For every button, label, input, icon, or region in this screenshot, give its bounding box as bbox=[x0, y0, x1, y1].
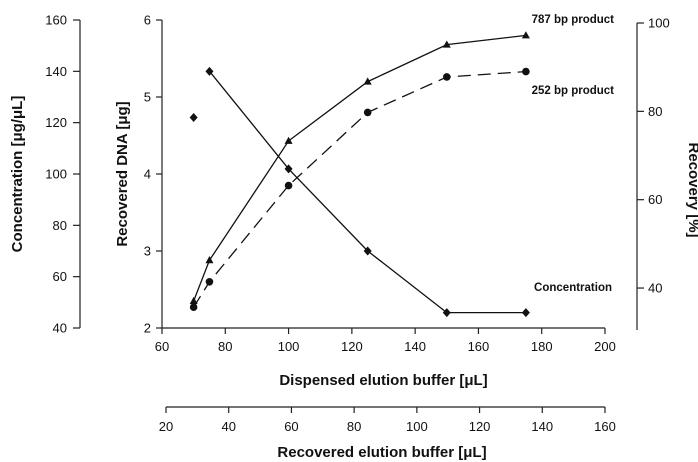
series-787-bp-product-point bbox=[284, 136, 293, 144]
series-252-bp-product-point bbox=[189, 303, 198, 312]
series-label-787bp: 787 bp product bbox=[532, 14, 615, 26]
series-787-bp-product-point bbox=[363, 77, 372, 85]
y-axis-dna-tick-label: 3 bbox=[144, 244, 151, 259]
series-concentration-line bbox=[208, 70, 526, 314]
series-787-bp-product-point bbox=[189, 296, 198, 305]
x-axis-recovered-tick-label: 60 bbox=[284, 419, 298, 434]
x-axis-dispensed-tick-label: 200 bbox=[594, 339, 616, 354]
y-axis-concentration-tick-label: 120 bbox=[45, 115, 67, 130]
x-axis-recovered-tick-label: 100 bbox=[406, 419, 428, 434]
series-787-bp-product-point bbox=[442, 40, 451, 48]
y-axis-concentration-tick-label: 40 bbox=[53, 321, 67, 336]
series-concentration-point bbox=[363, 246, 372, 256]
y-axis-recovery-tick-label: 40 bbox=[648, 281, 662, 296]
x-axis-dispensed-title: Dispensed elution buffer [μL] bbox=[279, 372, 487, 389]
y-axis-dna-tick-label: 2 bbox=[144, 321, 151, 336]
y-axis-concentration-tick-label: 160 bbox=[45, 13, 67, 28]
series-layer bbox=[189, 31, 530, 318]
series-concentration-point bbox=[284, 164, 293, 174]
y-axis-concentration-tick-label: 80 bbox=[53, 218, 67, 233]
series-252-bp-product-point bbox=[363, 108, 372, 117]
x-axis-dispensed-tick-label: 140 bbox=[404, 339, 426, 354]
x-axis-recovered-tick-label: 140 bbox=[531, 419, 553, 434]
y-axis-concentration-title: Concentration [μg/μL] bbox=[9, 96, 26, 253]
y-axis-dna-tick-label: 4 bbox=[144, 167, 151, 182]
y-axis-recovery-tick-label: 100 bbox=[648, 16, 670, 31]
series-252-bp-product-point bbox=[284, 181, 293, 190]
series-concentration-point bbox=[205, 66, 214, 76]
series-252-bp-product-point bbox=[442, 73, 451, 81]
y-axis-dna-tick-label: 5 bbox=[144, 90, 151, 105]
series-252-bp-product-point bbox=[522, 67, 530, 76]
series-787-bp-product-line bbox=[192, 34, 526, 302]
y-axis-dna-tick-label: 6 bbox=[144, 13, 151, 28]
series-concentration-point bbox=[442, 308, 451, 318]
y-axis-dna-title: Recovered DNA [μg] bbox=[114, 101, 131, 246]
series-252-bp-product-point bbox=[205, 278, 214, 286]
series-787-bp-product-point bbox=[521, 31, 530, 39]
y-axis-concentration-tick-label: 100 bbox=[45, 167, 67, 182]
labels-layer: 787 bp product 252 bp product Concentratio… bbox=[532, 14, 615, 294]
series-label-252bp: 252 bp product bbox=[532, 85, 615, 97]
series-252-bp-product-line bbox=[193, 70, 526, 308]
y-axis-concentration-tick-label: 140 bbox=[45, 64, 67, 79]
x-axis-dispensed-tick-label: 180 bbox=[531, 339, 553, 354]
x-axis-recovered-title: Recovered elution buffer [μL] bbox=[277, 444, 486, 461]
y-axis-recovery-title: Recovery [%] bbox=[685, 142, 698, 237]
series-concentration-point bbox=[189, 113, 198, 123]
series-label-concentration: Concentration bbox=[534, 282, 612, 294]
x-axis-dispensed-tick-label: 100 bbox=[278, 339, 300, 354]
x-axis-dispensed-tick-label: 160 bbox=[468, 339, 490, 354]
y-axis-recovery-tick-label: 60 bbox=[648, 192, 662, 207]
x-axis-dispensed-tick-label: 80 bbox=[218, 339, 232, 354]
x-axis-recovered-tick-label: 20 bbox=[159, 419, 173, 434]
x-axis-recovered-tick-label: 40 bbox=[221, 419, 235, 434]
series-concentration-point bbox=[521, 308, 530, 318]
y-axis-concentration-tick-label: 60 bbox=[53, 269, 67, 284]
x-axis-dispensed-tick-label: 120 bbox=[341, 339, 363, 354]
x-axis-recovered-tick-label: 120 bbox=[469, 419, 491, 434]
y-axis-recovery-tick-label: 80 bbox=[648, 104, 662, 119]
series-787-bp-product-point bbox=[205, 256, 214, 264]
x-axis-recovered-tick-label: 160 bbox=[594, 419, 616, 434]
x-axis-dispensed-tick-label: 60 bbox=[155, 339, 169, 354]
x-axis-recovered-tick-label: 80 bbox=[347, 419, 361, 434]
axes-layer: 40 60 80 100 120 140 160 Concentration [μg/μL] 2… bbox=[9, 13, 698, 462]
